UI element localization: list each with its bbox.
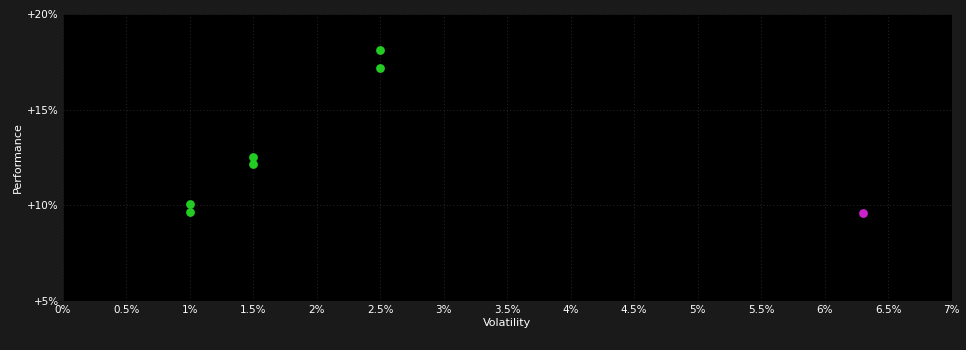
Point <box>245 161 261 167</box>
Y-axis label: Performance: Performance <box>13 122 23 193</box>
Point <box>182 209 197 215</box>
Point <box>373 65 388 70</box>
Point <box>182 202 197 207</box>
Point <box>373 48 388 53</box>
X-axis label: Volatility: Volatility <box>483 318 531 328</box>
Point <box>245 154 261 159</box>
Point <box>855 210 870 216</box>
